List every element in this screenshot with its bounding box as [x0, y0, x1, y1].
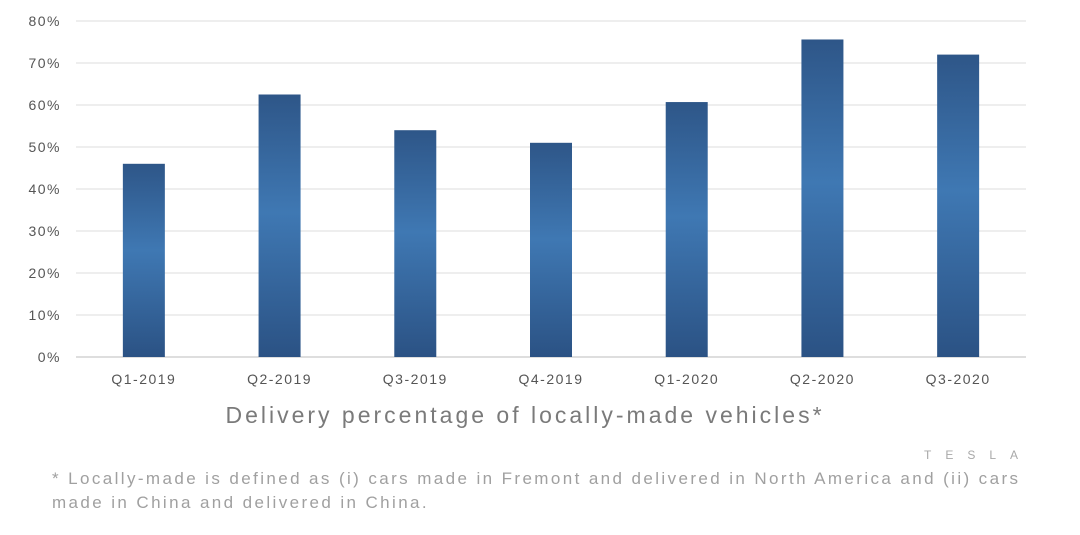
footnote: * Locally-made is defined as (i) cars ma… [52, 469, 1021, 512]
bar-q4-2019 [530, 142, 572, 357]
y-tick-label: 0% [38, 349, 61, 365]
bar-q2-2020 [801, 39, 844, 357]
y-axis: 0% 10% 20% 30% 40% 50% 60% 70% 80% [28, 13, 61, 365]
bar-q3-2019 [394, 130, 437, 357]
x-axis: Q1-2019 Q2-2019 Q3-2019 Q4-2019 Q1-2020 Q2-20… [111, 371, 991, 387]
bar-q2-2019 [258, 94, 301, 357]
x-tick-label: Q3-2019 [383, 371, 448, 387]
x-tick-label: Q1-2019 [111, 371, 176, 387]
x-tick-label: Q2-2019 [247, 371, 312, 387]
y-tick-label: 10% [28, 307, 61, 323]
y-tick-label: 80% [28, 13, 61, 29]
y-tick-label: 30% [28, 223, 61, 239]
x-axis-caption: Delivery percentage of locally-made vehi… [225, 402, 825, 428]
y-tick-label: 70% [28, 55, 61, 71]
x-tick-label: Q3-2020 [926, 371, 991, 387]
y-tick-label: 40% [28, 181, 61, 197]
y-tick-label: 60% [28, 97, 61, 113]
y-tick-label: 50% [28, 139, 61, 155]
x-tick-label: Q1-2020 [654, 371, 719, 387]
x-tick-label: Q4-2019 [519, 371, 584, 387]
tesla-logo: TESLA [923, 448, 1032, 462]
bar-chart: 0% 10% 20% 30% 40% 50% 60% 70% 80% Q1-2019 Q2-201… [28, 13, 1026, 387]
x-tick-label: Q2-2020 [790, 371, 855, 387]
bar-q1-2020 [665, 102, 708, 357]
y-tick-label: 20% [28, 265, 61, 281]
bars [122, 39, 980, 357]
bar-q1-2019 [122, 163, 165, 357]
bar-q3-2020 [937, 54, 980, 357]
